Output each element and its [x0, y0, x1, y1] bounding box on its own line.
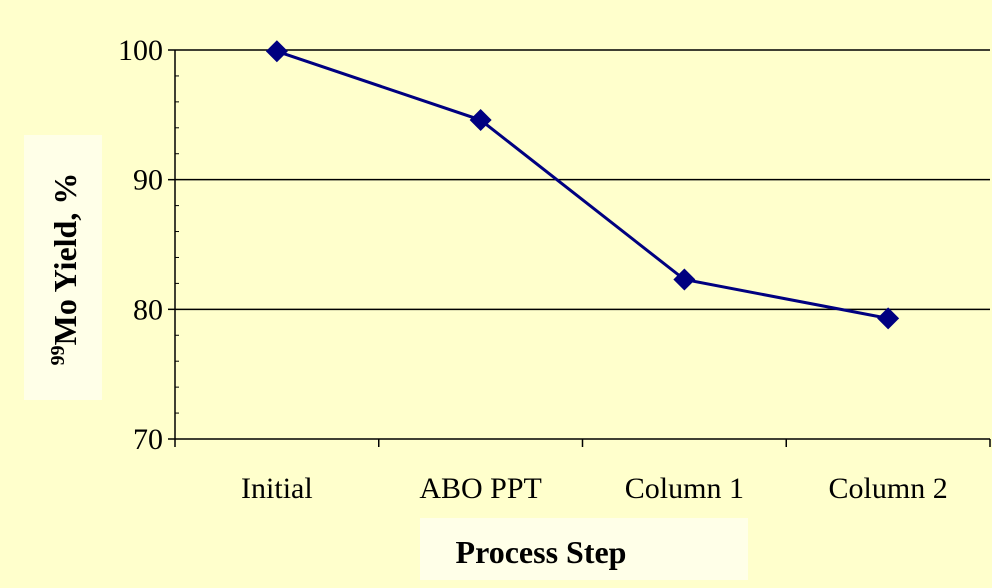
x-axis-title: Process Step [456, 534, 627, 570]
x-tick-labels: Initial ABO PPT Column 1 Column 2 [241, 472, 948, 505]
y-tick-label: 100 [118, 34, 163, 67]
x-tick-label: Initial [241, 472, 313, 505]
data-point-marker [469, 109, 492, 132]
y-tick-label: 70 [133, 423, 163, 456]
y-axis-title: 99Mo Yield, % [47, 173, 83, 366]
x-tick-label: Column 1 [625, 472, 744, 505]
gridlines [175, 49, 990, 311]
x-axis-label-box [420, 518, 748, 580]
x-tick-label: ABO PPT [419, 472, 542, 505]
y-axis-label-box [24, 135, 102, 400]
y-axis-title-text: Mo Yield, % [47, 173, 83, 346]
data-point-marker [877, 307, 900, 330]
data-point-marker [673, 268, 696, 291]
y-tick-label: 80 [133, 293, 163, 326]
y-tick-label: 90 [133, 164, 163, 197]
y-tick-labels: 70 80 90 100 [118, 34, 163, 456]
data-point-marker [265, 40, 288, 63]
axes [168, 49, 991, 447]
x-tick-label: Column 2 [829, 472, 948, 505]
y-axis-title-superscript: 99 [47, 345, 69, 365]
series-line [276, 49, 889, 320]
series [265, 40, 900, 330]
